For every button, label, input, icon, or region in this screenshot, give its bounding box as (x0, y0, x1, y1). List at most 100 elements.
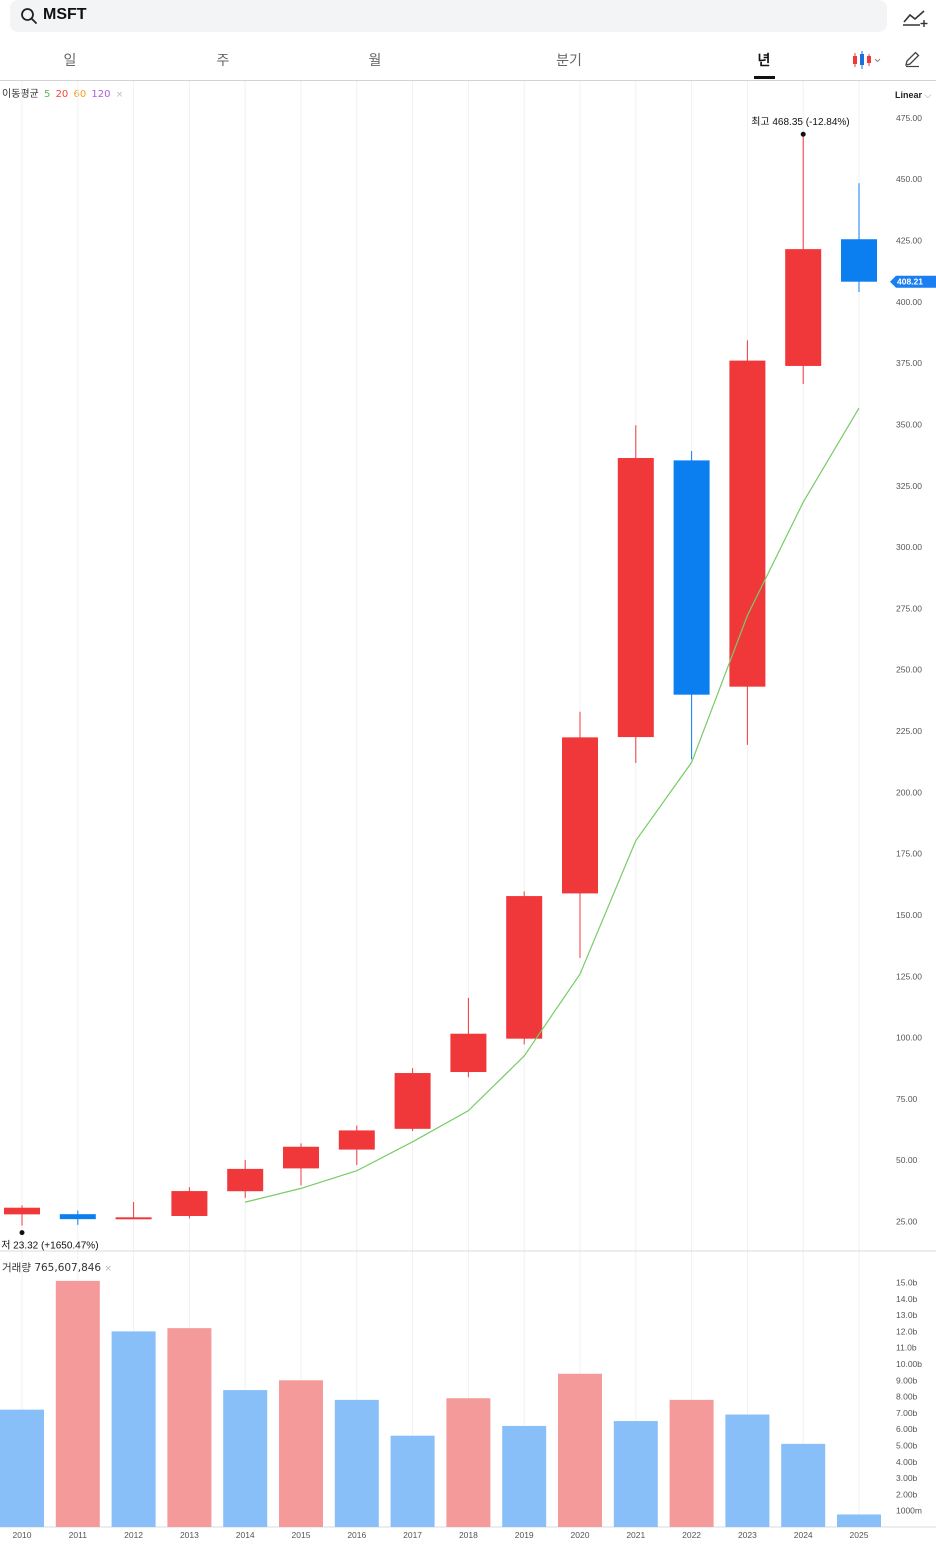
tab-quarter[interactable]: 분기 (556, 53, 582, 69)
x-tick-label: 2016 (347, 1530, 366, 1540)
x-tick-label: 2024 (794, 1530, 813, 1540)
high-marker (800, 131, 806, 137)
x-tick-label: 2014 (236, 1530, 255, 1540)
search-icon (21, 8, 37, 24)
tab-week[interactable]: 주 (216, 53, 230, 69)
candle-body[interactable] (171, 1191, 208, 1216)
candle-body[interactable] (673, 460, 710, 695)
low-marker (19, 1230, 25, 1236)
volume-tick-label: 8.00b (896, 1392, 918, 1402)
volume-legend-label: 거래량 765,607,846 (2, 1262, 102, 1274)
tab-month[interactable]: 월 (368, 53, 382, 69)
compare-chart-icon[interactable] (902, 6, 928, 28)
volume-tick-label: 1000m (896, 1506, 922, 1516)
volume-tick-label: 4.00b (896, 1457, 918, 1467)
volume-bar[interactable] (837, 1514, 881, 1527)
x-tick-label: 2023 (738, 1530, 757, 1540)
candle-body[interactable] (841, 239, 877, 282)
volume-legend-close-icon[interactable]: × (104, 1264, 113, 1274)
x-tick-label: 2015 (292, 1530, 311, 1540)
candle-body[interactable] (283, 1146, 319, 1169)
candle-body[interactable] (338, 1130, 375, 1150)
volume-bar[interactable] (334, 1399, 379, 1527)
y-tick-label: 325.00 (896, 481, 922, 491)
y-tick-label: 400.00 (896, 297, 922, 307)
ma-legend-label: 이동평균 (2, 89, 39, 100)
volume-bar[interactable] (390, 1435, 435, 1527)
volume-tick-label: 9.00b (896, 1375, 918, 1385)
current-price-label: 408.21 (897, 277, 923, 287)
candle-body[interactable] (562, 737, 598, 894)
volume-bar[interactable] (0, 1409, 44, 1527)
x-tick-label: 2020 (571, 1530, 590, 1540)
volume-bar[interactable] (111, 1331, 156, 1527)
volume-bar[interactable] (502, 1425, 547, 1527)
y-tick-label: 125.00 (896, 971, 922, 981)
x-tick-label: 2013 (180, 1530, 199, 1540)
volume-tick-label: 13.0b (896, 1310, 918, 1320)
price-volume-chart[interactable]: 475.00 450.00 425.00 400.00 375.00 350.00 325.… (0, 81, 936, 1545)
ma-legend: 이동평균 5 20 60 120 × (2, 85, 125, 100)
pencil-icon[interactable] (903, 50, 921, 68)
ma-period-120: 120 (91, 89, 111, 100)
y-tick-label: 250.00 (896, 665, 922, 675)
current-price-tag (890, 275, 936, 288)
volume-bar[interactable] (781, 1443, 826, 1527)
volume-tick-label: 10.00b (896, 1359, 922, 1369)
volume-bar[interactable] (167, 1328, 212, 1527)
low-annotation: 최저 23.32 (+1650.47%) (0, 1240, 99, 1252)
x-tick-label: 2022 (682, 1530, 701, 1540)
scale-selector[interactable]: Linear ⌵ (895, 90, 931, 101)
candle-body[interactable] (227, 1168, 264, 1192)
y-tick-label: 350.00 (896, 419, 922, 429)
tab-year[interactable]: 년 (757, 53, 771, 69)
moving-average-line (245, 407, 860, 1203)
candle-body[interactable] (450, 1033, 487, 1073)
volume-tick-label: 2.00b (896, 1489, 918, 1499)
y-tick-label: 275.00 (896, 603, 922, 613)
volume-bar[interactable] (223, 1390, 268, 1527)
tab-day[interactable]: 일 (63, 53, 77, 69)
candle-body[interactable] (506, 896, 543, 1039)
x-tick-label: 2025 (850, 1530, 869, 1540)
volume-bar[interactable] (55, 1280, 100, 1527)
candlestick-icon[interactable] (851, 50, 883, 70)
candle-body[interactable] (617, 458, 654, 738)
chevron-down-icon: ⌵ (924, 90, 932, 100)
volume-bar[interactable] (725, 1414, 770, 1527)
y-tick-label: 175.00 (896, 849, 922, 859)
search-input[interactable]: MSFT (43, 6, 87, 23)
candle-body[interactable] (59, 1214, 96, 1220)
x-tick-label: 2010 (13, 1530, 32, 1540)
y-tick-label: 475.00 (896, 113, 922, 123)
candle-body[interactable] (785, 249, 822, 366)
search-bar[interactable]: MSFT (10, 0, 887, 32)
ma-period-5: 5 (44, 89, 51, 100)
ma-period-20: 20 (55, 89, 69, 100)
candle-body[interactable] (115, 1217, 152, 1220)
candle-body[interactable] (4, 1207, 40, 1215)
active-tab-indicator (754, 76, 775, 79)
volume-bar[interactable] (279, 1380, 323, 1527)
y-tick-label: 300.00 (896, 542, 922, 552)
volume-bar[interactable] (446, 1398, 491, 1527)
volume-legend: 거래량 765,607,846 × (2, 1260, 112, 1275)
x-tick-label: 2011 (69, 1530, 88, 1540)
y-tick-label: 50.00 (896, 1155, 918, 1165)
volume-bar[interactable] (558, 1373, 602, 1527)
volume-tick-label: 5.00b (896, 1441, 918, 1451)
volume-bar[interactable] (613, 1421, 658, 1527)
candle-body[interactable] (394, 1073, 431, 1129)
volume-tick-label: 6.00b (896, 1424, 918, 1434)
scale-label: Linear (895, 90, 923, 100)
y-tick-label: 425.00 (896, 236, 922, 246)
volume-bar[interactable] (669, 1399, 714, 1527)
volume-tick-label: 12.0b (896, 1326, 918, 1336)
volume-tick-label: 3.00b (896, 1473, 918, 1483)
y-tick-label: 100.00 (896, 1033, 922, 1043)
x-tick-label: 2018 (459, 1530, 478, 1540)
y-tick-label: 375.00 (896, 358, 922, 368)
ma-legend-close-icon[interactable]: × (115, 90, 124, 100)
x-tick-label: 2021 (626, 1530, 645, 1540)
candle-body[interactable] (729, 360, 766, 687)
